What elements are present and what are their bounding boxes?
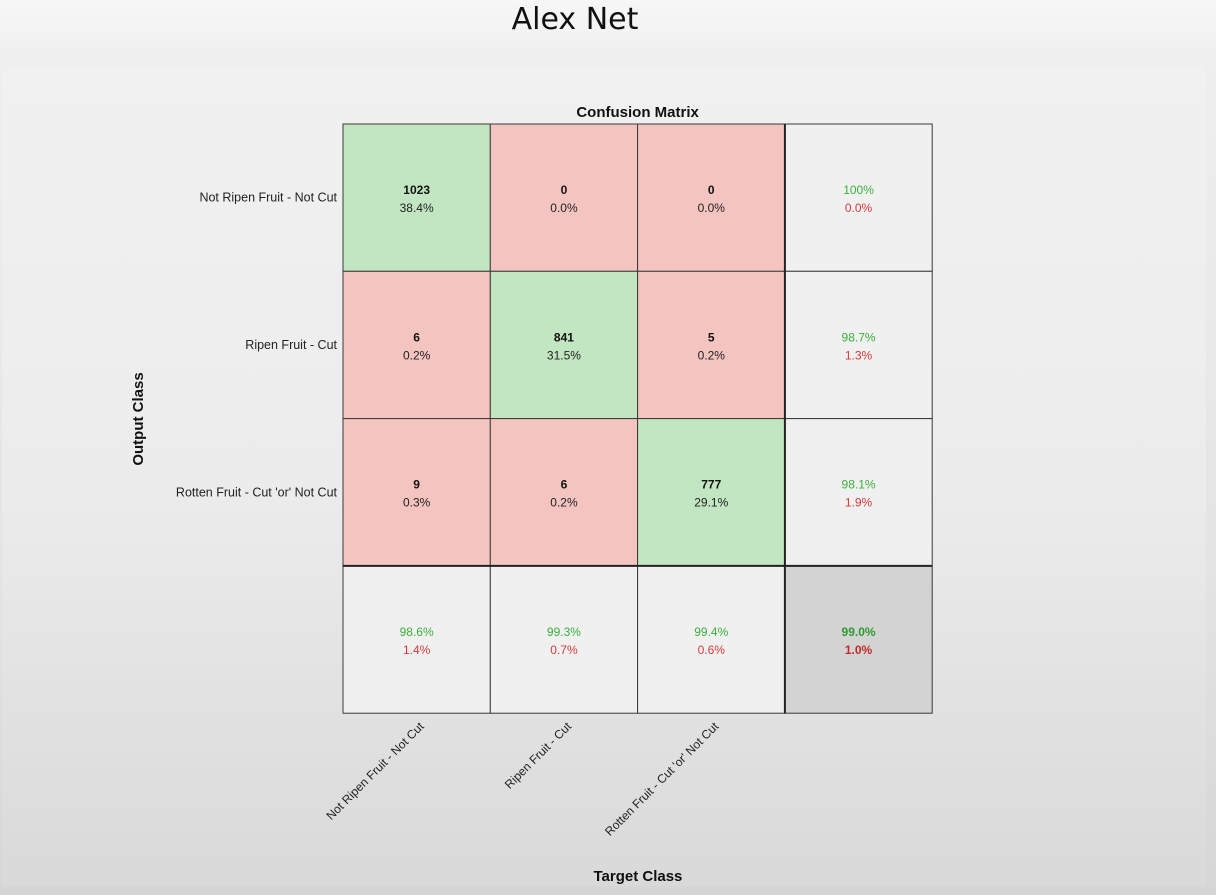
matrix-cell [489, 418, 639, 567]
cell-count: 777 [701, 478, 721, 492]
column-summary-cell [342, 565, 491, 714]
matrix-cell [489, 123, 639, 272]
y-tick-label: Rotten Fruit - Cut 'or' Not Cut [176, 485, 338, 499]
cell-count: 9 [413, 478, 420, 492]
row-summary-top: 98.7% [842, 330, 876, 344]
column-summary-bottom: 0.6% [698, 643, 726, 657]
x-tick-label: Not Ripen Fruit - Not Cut [324, 719, 428, 823]
chart-title: Confusion Matrix [576, 104, 699, 121]
column-summary-top: 99.4% [694, 625, 728, 639]
matrix-cell [342, 123, 491, 272]
cell-percent: 0.2% [550, 496, 578, 510]
column-summary-cell [637, 565, 786, 714]
cell-percent: 31.5% [547, 348, 581, 362]
cell-percent: 0.3% [403, 496, 431, 510]
overall-accuracy-bottom: 1.0% [845, 643, 873, 657]
row-summary-bottom: 1.3% [845, 348, 873, 362]
cell-count: 5 [708, 330, 715, 344]
cell-count: 1023 [403, 183, 430, 197]
x-tick-label: Rotten Fruit - Cut 'or' Not Cut [602, 719, 722, 839]
cell-count: 6 [413, 330, 420, 344]
cell-percent: 38.4% [400, 201, 434, 215]
cell-percent: 0.2% [403, 348, 431, 362]
column-summary-bottom: 0.7% [550, 643, 578, 657]
y-tick-label: Ripen Fruit - Cut [245, 338, 337, 352]
overall-accuracy-cell [784, 565, 933, 714]
cell-count: 6 [561, 478, 568, 492]
cell-count: 0 [561, 183, 568, 197]
x-axis-label: Target Class [593, 868, 682, 885]
matrix-cell [342, 270, 491, 420]
matrix-cell [637, 418, 786, 567]
row-summary-bottom: 1.9% [845, 496, 873, 510]
row-summary-cell [784, 123, 933, 272]
row-summary-cell [784, 418, 933, 567]
cell-percent: 29.1% [694, 496, 728, 510]
row-summary-top: 100% [843, 183, 874, 197]
cell-count: 0 [708, 183, 715, 197]
column-summary-top: 98.6% [400, 625, 434, 639]
cell-percent: 0.0% [698, 201, 726, 215]
cell-count: 841 [554, 330, 574, 344]
x-tick-label: Ripen Fruit - Cut [502, 719, 575, 792]
slide-title: Alex Net [511, 2, 639, 37]
y-axis-label: Output Class [130, 372, 147, 465]
column-summary-cell [489, 565, 639, 714]
matrix-cell [637, 270, 786, 420]
y-tick-label: Not Ripen Fruit - Not Cut [199, 191, 337, 205]
matrix-cell [637, 123, 786, 272]
matrix-cell [489, 270, 639, 420]
column-summary-top: 99.3% [547, 625, 581, 639]
row-summary-cell [784, 270, 933, 420]
row-summary-bottom: 0.0% [845, 201, 873, 215]
row-summary-top: 98.1% [842, 478, 876, 492]
overall-accuracy-top: 99.0% [842, 625, 876, 639]
cell-percent: 0.0% [550, 201, 578, 215]
cell-percent: 0.2% [698, 348, 726, 362]
matrix-cell [342, 418, 491, 567]
column-summary-bottom: 1.4% [403, 643, 431, 657]
